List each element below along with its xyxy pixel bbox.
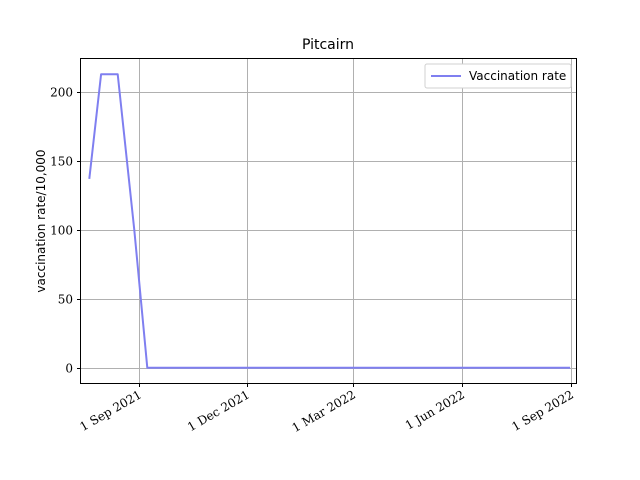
y-axis-label: vaccination rate/10,000: [34, 149, 48, 292]
x-tick-label: 1 Dec 2021: [185, 387, 252, 434]
series-line-vaccination-rate: [88, 73, 571, 369]
y-tick-label: 50: [58, 293, 73, 307]
x-tick-label: 1 Jun 2022: [403, 387, 467, 432]
legend: Vaccination rate: [424, 63, 572, 89]
grid: [81, 59, 576, 383]
legend-box: [424, 63, 572, 89]
plot-area: [88, 73, 571, 369]
y-tick-label: 150: [50, 155, 73, 169]
plot-frame: [80, 58, 577, 384]
x-tick-label: 1 Sep 2022: [509, 387, 576, 434]
x-tick-label: 1 Mar 2022: [290, 387, 358, 435]
y-tick-label: 100: [50, 224, 73, 238]
x-axis: 1 Sep 2021 1 Dec 2021 1 Mar 2022 1 Jun 2022…: [77, 383, 576, 435]
legend-label-vaccination-rate: Vaccination rate: [469, 69, 566, 83]
x-tick-label: 1 Sep 2021: [77, 387, 144, 434]
chart-title: Pitcairn: [302, 37, 354, 53]
y-tick-label: 200: [50, 86, 73, 100]
y-tick-label: 0: [65, 362, 73, 376]
y-axis: 0 50 100 150 200: [50, 86, 81, 376]
